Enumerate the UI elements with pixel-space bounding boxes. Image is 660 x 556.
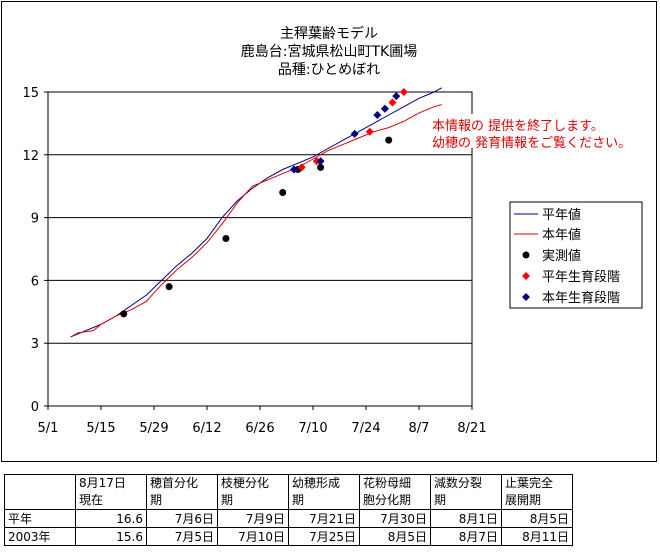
notice-line-2: 幼穂の 発育情報をご覧ください。: [432, 135, 631, 151]
row-label: 2003年: [4, 527, 76, 546]
x-tick-label: 6/12: [192, 421, 221, 436]
table-cell: 7月21日: [288, 509, 360, 528]
x-tick-label: 6/26: [245, 421, 274, 436]
x-tick-label: 7/24: [351, 421, 380, 436]
table-cell: 7月9日: [217, 509, 289, 528]
table-header-cell: 穂首分化 期: [146, 474, 218, 510]
legend-label-normal-stage: 平年生育段階: [542, 269, 620, 285]
legend-label-current: 本年値: [542, 227, 581, 243]
table-row: 平年 16.6 7月6日 7月9日 7月21日 7月30日 8月1日 8月5日: [4, 509, 573, 528]
current-stage-point: [373, 111, 382, 120]
legend-swatch-current-stage: [522, 293, 530, 301]
notice-line-1: 本情報の 提供を終了します。: [432, 118, 604, 134]
chart-frame: [1, 1, 657, 462]
normal-stage-point: [388, 98, 397, 107]
row-label: 平年: [4, 509, 76, 528]
table-header-cell: 止葉完全 展開期: [501, 474, 573, 510]
chart-subtitle-location: 鹿島台:宮城県松山町TK圃場: [241, 43, 417, 60]
grid: [48, 154, 472, 344]
y-tick-label: 12: [22, 149, 39, 164]
y-tick-label: 6: [31, 274, 39, 289]
legend-swatch-normal-stage: [522, 272, 530, 280]
table-header-row: 8月17日 現在 穂首分化 期 枝梗分化 期 幼穂形成 期 花粉母細 胞分化期 …: [4, 474, 573, 510]
header-text: 穂首分化 期: [150, 476, 199, 507]
current-stage-point: [316, 157, 325, 166]
legend-label-current-stage: 本年生育段階: [542, 290, 620, 306]
header-text: 止葉完全 展開期: [505, 476, 554, 507]
header-text: 幼穂形成 期: [292, 476, 341, 507]
table-cell: 8月5日: [501, 509, 573, 528]
measured-point: [279, 188, 287, 196]
markers: [120, 88, 408, 318]
current-stage-point: [350, 129, 359, 138]
y-tick-label: 0: [31, 400, 39, 415]
series-lines: [70, 87, 442, 338]
axes: 0 3 6 9 12 15 5/1 5/15 5/29 6/12 6/26 7/10 7/24 8/7 8/…: [22, 86, 486, 436]
table-header-cell: 減数分裂 期: [430, 474, 502, 510]
x-tick-label: 5/29: [139, 421, 168, 436]
measured-point: [385, 136, 393, 144]
table-cell: 16.6: [75, 509, 147, 528]
y-tick-label: 15: [22, 86, 39, 101]
table-cell: 8月1日: [430, 509, 502, 528]
header-text: 8月17日 現在: [79, 476, 126, 507]
notice-background: [434, 114, 630, 148]
table-cell: 7月5日: [146, 527, 218, 546]
table-cell: 8月5日: [359, 527, 431, 546]
y-tick-label: 9: [31, 212, 39, 227]
table-cell: 8月7日: [430, 527, 502, 546]
table-cell: 7月30日: [359, 509, 431, 528]
legend-label-normal: 平年値: [542, 207, 581, 223]
measured-point: [120, 310, 128, 318]
chart-subtitle-variety: 品種:ひとめぼれ: [278, 62, 380, 78]
measured-point: [222, 235, 230, 243]
header-text: 花粉母細 胞分化期: [363, 476, 412, 507]
table-cell: 7月6日: [146, 509, 218, 528]
current-stage-point: [380, 104, 389, 113]
legend-label-measured: 実測値: [542, 248, 581, 264]
current-stage-point: [392, 92, 401, 101]
current-stage-point: [290, 165, 299, 174]
table-header-cell: 枝梗分化 期: [217, 474, 289, 510]
series-line-normal: [70, 87, 442, 338]
table-header-cell: [4, 474, 76, 510]
legend-box: [509, 201, 643, 309]
header-text: 枝梗分化 期: [221, 476, 270, 507]
growth-stage-table: 8月17日 現在 穂首分化 期 枝梗分化 期 幼穂形成 期 花粉母細 胞分化期 …: [4, 474, 573, 546]
legend: 平年値 本年値 実測値 平年生育段階 本年生育段階: [509, 201, 643, 309]
normal-stage-point: [365, 127, 374, 136]
x-tick-label: 8/7: [409, 421, 430, 436]
table-cell: 15.6: [75, 527, 147, 546]
table-row: 2003年 15.6 7月5日 7月10日 7月25日 8月5日 8月7日 8月…: [4, 527, 573, 546]
x-tick-label: 8/21: [457, 421, 486, 436]
table-cell: 7月25日: [288, 527, 360, 546]
header-text: 減数分裂 期: [434, 476, 483, 507]
leaf-age-chart: 主稈葉齢モデル 鹿島台:宮城県松山町TK圃場 品種:ひとめぼれ 0 3 6 9 12 15…: [22, 25, 643, 436]
normal-stage-point: [399, 88, 408, 96]
table-header-cell: 8月17日 現在: [75, 474, 147, 510]
normal-stage-point: [297, 163, 306, 172]
table-cell: 7月10日: [217, 527, 289, 546]
plot-area: [47, 91, 473, 407]
measured-point: [317, 163, 325, 171]
y-tick-label: 3: [31, 337, 39, 352]
chart-title: 主稈葉齢モデル: [280, 25, 378, 42]
x-tick-label: 7/10: [298, 421, 327, 436]
x-tick-label: 5/1: [38, 421, 59, 436]
table-cell: 8月11日: [501, 527, 573, 546]
x-tick-label: 5/15: [86, 421, 115, 436]
measured-point: [165, 283, 173, 291]
table-header-cell: 花粉母細 胞分化期: [359, 474, 431, 510]
table-header-cell: 幼穂形成 期: [288, 474, 360, 510]
legend-swatch-measured: [522, 251, 530, 259]
